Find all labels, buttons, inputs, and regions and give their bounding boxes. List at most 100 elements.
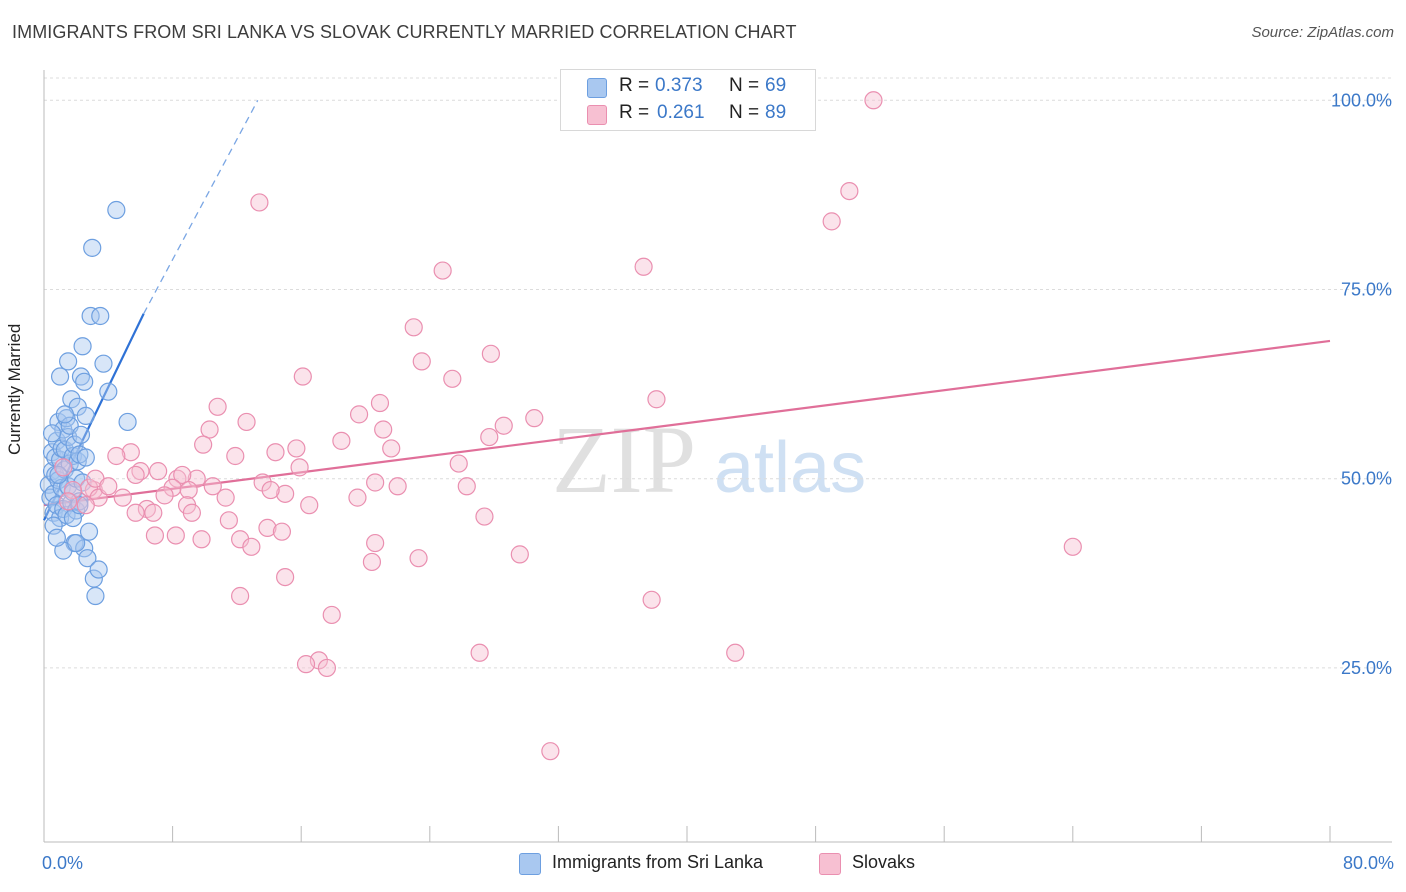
point-sri-lanka-58 [50,367,70,386]
point-slovaks-43 [113,488,132,507]
point-sri-lanka-59 [59,352,78,371]
point-sri-lanka-39 [71,425,91,444]
legend-r-label: R = [619,102,650,123]
point-slovaks-60 [166,526,185,545]
watermark-atlas: atlas [714,428,866,508]
point-slovaks-1 [840,181,859,201]
point-sri-lanka-47 [79,522,99,541]
watermark-zip: ZIP [552,406,696,513]
point-slovaks-40 [79,478,99,497]
point-sri-lanka-48 [81,306,100,326]
point-slovaks-16 [494,416,513,435]
legend-n-label: N = [729,75,760,96]
point-slovaks-22 [382,439,401,458]
point-slovaks-9 [443,369,462,388]
point-slovaks-29 [126,465,145,485]
point-slovaks-69 [362,552,382,572]
data-points [39,91,1082,761]
point-slovaks-49 [76,496,95,515]
legend-r-value-slovaks: 0.261 [657,102,705,123]
stats-legend: R = 0.373 N = 69 R = 0.261 N = 89 [560,69,816,131]
point-slovaks-4 [634,257,653,276]
x-tick-label-max: 80.0% [1343,853,1394,873]
source-label: Source: ZipAtlas.com [1251,24,1394,41]
point-slovaks-55 [126,503,145,522]
point-slovaks-26 [107,446,126,466]
point-slovaks-36 [366,473,385,492]
point-slovaks-41 [63,480,83,500]
point-slovaks-82 [54,458,73,477]
legend-swatch-sri-lanka [587,78,607,98]
point-slovaks-20 [287,439,306,458]
y-tick-label-50: 50.0% [1341,469,1392,489]
point-slovaks-74 [470,643,489,662]
point-slovaks-31 [290,458,309,477]
point-slovaks-87 [332,431,351,450]
point-slovaks-19 [480,427,499,447]
point-slovaks-73 [322,605,341,625]
tick-labels: 25.0% 50.0% 75.0% 100.0% 0.0% 80.0% [42,90,1394,873]
point-sri-lanka-66 [55,405,74,424]
point-slovaks-56 [475,507,494,526]
point-slovaks-28 [149,462,168,481]
point-slovaks-85 [348,488,367,507]
point-slovaks-0 [864,91,883,110]
point-slovaks-72 [231,586,250,606]
point-slovaks-6 [404,318,423,337]
point-slovaks-71 [642,590,661,609]
point-slovaks-54 [300,496,319,515]
point-slovaks-75 [726,643,745,662]
point-slovaks-37 [457,477,476,496]
point-slovaks-77 [296,655,316,674]
legend-n-value-sri-lanka: 69 [765,75,787,96]
point-sri-lanka-38 [71,367,91,386]
point-slovaks-23 [266,443,285,462]
point-slovaks-33 [173,465,192,485]
watermark: ZIP atlas [552,406,866,513]
point-slovaks-68 [409,549,428,568]
point-slovaks-21 [194,435,213,454]
point-slovaks-45 [276,484,295,503]
point-slovaks-47 [261,480,280,500]
trend-line-slovaks [43,339,1331,507]
point-sri-lanka-62 [67,533,86,553]
point-sri-lanka-44 [76,406,95,425]
point-slovaks-59 [272,522,292,541]
point-slovaks-63 [145,526,165,545]
point-sri-lanka-53 [91,306,110,326]
point-slovaks-18 [200,420,219,439]
y-tick-label-25: 25.0% [1341,658,1392,678]
point-slovaks-38 [388,477,407,496]
point-slovaks-14 [349,405,369,424]
point-sri-lanka-42 [75,372,94,391]
point-slovaks-12 [208,397,227,416]
point-slovaks-78 [317,658,337,678]
bottom-legend-swatch-sri-lanka [519,853,541,875]
point-slovaks-15 [237,412,256,432]
point-slovaks-83 [155,486,174,505]
point-sri-lanka-40 [73,337,92,356]
point-sri-lanka-57 [118,412,137,432]
bottom-legend-label-sri-lanka: Immigrants from Sri Lanka [552,852,764,872]
point-slovaks-61 [192,530,211,549]
point-slovaks-79 [541,742,560,761]
y-tick-label-100: 100.0% [1331,90,1392,110]
point-slovaks-35 [203,477,222,496]
point-slovaks-11 [647,390,666,409]
point-slovaks-5 [433,261,452,280]
point-slovaks-52 [144,503,163,522]
point-slovaks-3 [250,193,269,212]
point-sri-lanka-45 [76,448,95,467]
trend-line-extension-sri-lanka [143,99,259,315]
point-slovaks-7 [481,344,500,363]
point-slovaks-10 [293,367,312,386]
point-sri-lanka-27 [62,390,81,409]
legend-n-label: N = [729,102,760,123]
point-sri-lanka-54 [94,354,113,373]
bottom-legend-swatch-slovaks [819,853,841,875]
point-sri-lanka-56 [107,200,126,220]
point-slovaks-65 [366,533,385,553]
point-slovaks-8 [412,352,431,371]
point-slovaks-88 [525,409,544,428]
